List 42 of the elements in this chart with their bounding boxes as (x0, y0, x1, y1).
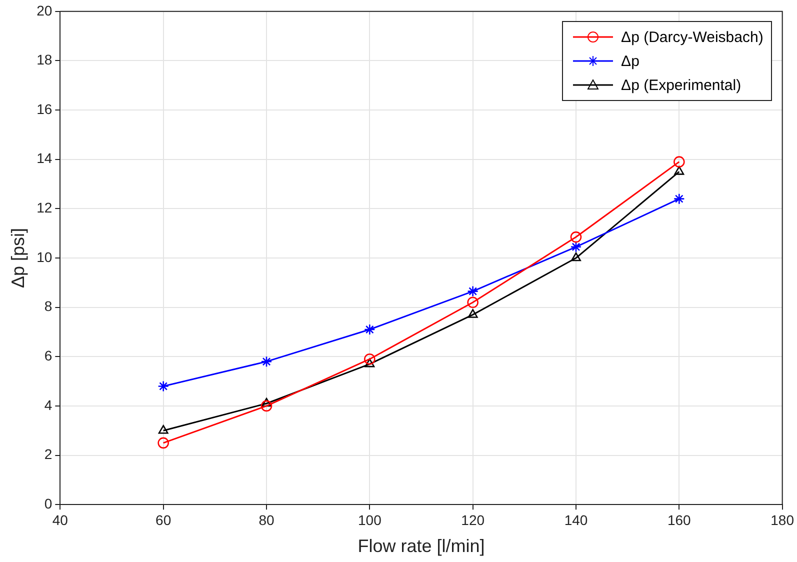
point (158, 380, 169, 392)
x-tick-label: 40 (52, 512, 68, 528)
point (467, 296, 478, 308)
point (260, 356, 272, 368)
x-tick-label: 180 (770, 512, 794, 528)
y-axis-title: Δp [psi] (8, 228, 28, 288)
point (364, 358, 375, 368)
y-tick-label: 6 (44, 348, 52, 364)
point (260, 400, 272, 412)
y-tick-label: 12 (36, 200, 52, 216)
x-tick-label: 160 (667, 512, 692, 528)
point (158, 424, 168, 434)
x-tick-label: 140 (564, 512, 588, 528)
legend-label: Δp (Experimental) (621, 76, 742, 94)
x-tick-label: 120 (461, 512, 485, 528)
y-tick-label: 2 (44, 446, 52, 462)
y-tick-label: 20 (36, 2, 52, 18)
point (674, 166, 684, 175)
point (571, 252, 581, 262)
point (364, 324, 376, 336)
y-tick-label: 14 (36, 150, 52, 166)
point (570, 231, 582, 243)
point (674, 156, 685, 168)
y-tick-label: 0 (44, 495, 52, 512)
y-tick-label: 10 (36, 248, 52, 265)
y-tick-label: 8 (44, 298, 52, 314)
x-tick-label: 80 (258, 512, 274, 528)
legend-label: Δp (621, 52, 640, 70)
point (468, 309, 478, 318)
legend-label: Δp (Darcy-Weisbach) (621, 28, 764, 46)
y-tick-label: 16 (36, 100, 52, 117)
point (467, 286, 478, 297)
point (364, 353, 376, 365)
y-tick-label: 4 (44, 396, 52, 413)
point (158, 437, 169, 449)
x-tick-label: 60 (156, 512, 172, 528)
x-axis-title: Flow rate [l/min] (358, 536, 485, 556)
point (262, 398, 272, 407)
point (570, 241, 582, 253)
point (674, 193, 685, 204)
x-tick-label: 100 (358, 512, 382, 528)
y-tick-label: 18 (36, 52, 52, 68)
